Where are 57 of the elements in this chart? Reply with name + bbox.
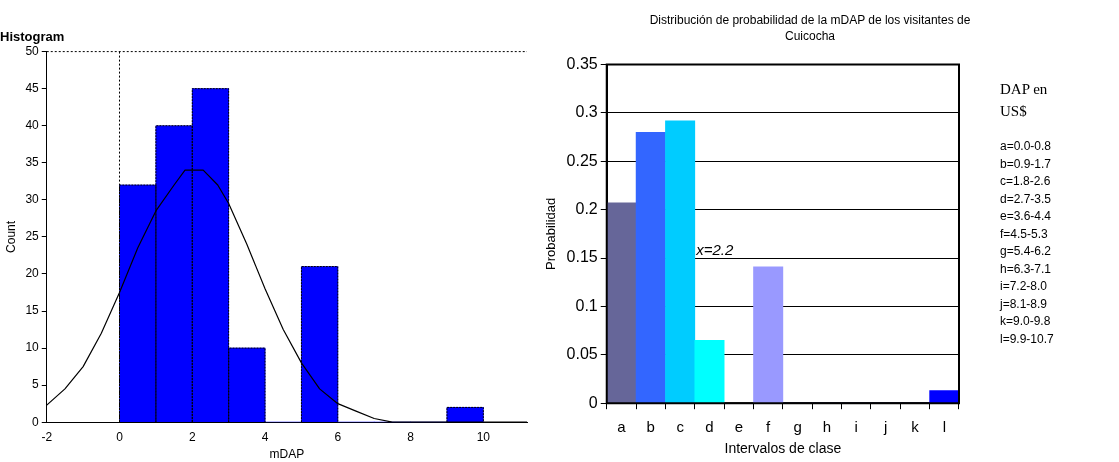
y-tick-label: 10: [25, 340, 40, 355]
y-tick-label: 20: [25, 266, 40, 281]
text: d=2.7-3.5: [1000, 190, 1053, 208]
x-tick-label: h: [822, 418, 832, 436]
x-tick-label: j: [882, 418, 888, 436]
text: k=9.0-9.8: [1000, 313, 1052, 330]
annotation: x=2.2: [695, 240, 734, 258]
x-tick-label: g: [793, 418, 802, 436]
x-tick-label: i: [854, 418, 858, 436]
y-tick-label: 50: [25, 43, 40, 58]
x-tick-label: 0: [116, 429, 124, 444]
text: e=3.6-4.4: [1000, 208, 1053, 225]
y-tick-label: 25: [25, 229, 40, 244]
x-tick-label: c: [676, 418, 685, 436]
text: DAP en US$: [1000, 80, 1049, 121]
text: g=5.4-6.2: [1000, 243, 1053, 260]
x-tick-label: 2: [188, 429, 196, 444]
x-tick-label: a: [617, 418, 627, 436]
text: i=7.2-8.0: [1000, 278, 1049, 295]
y-tick-label: 5: [32, 377, 40, 392]
y-axis-title: Count: [3, 220, 18, 253]
text: a=0.0-0.8: [1000, 138, 1053, 155]
y-axis-title: Probabilidad: [543, 197, 559, 271]
y-tick-label: 45: [25, 80, 40, 95]
text: b=0.9-1.7: [1000, 155, 1053, 173]
x-tick-label: l: [942, 418, 946, 436]
x-tick-label: f: [766, 418, 772, 436]
x-tick-label: 10: [476, 429, 491, 444]
x-tick-label: 8: [407, 429, 415, 444]
x-tick-label: d: [705, 418, 714, 436]
text: l=9.9-10.7: [1000, 330, 1055, 348]
text: c=1.8-2.6: [1000, 173, 1052, 190]
y-tick-label: 0.25: [566, 151, 598, 169]
y-tick-label: 0.15: [566, 248, 598, 266]
text: h=6.3-7.1: [1000, 260, 1053, 278]
y-tick-label: 0.2: [575, 200, 598, 218]
y-tick-label: 40: [25, 118, 40, 133]
x-tick-label: b: [646, 418, 655, 436]
text: f=4.5-5.3: [1000, 225, 1049, 243]
x-tick-label: k: [911, 418, 920, 436]
y-tick-label: 35: [25, 155, 40, 170]
y-tick-label: 15: [25, 303, 40, 318]
y-tick-label: 0: [588, 393, 598, 411]
y-tick-label: 30: [25, 192, 40, 207]
x-axis-title: mDAP: [269, 447, 305, 462]
y-tick-label: 0.05: [566, 345, 598, 363]
x-tick-label: e: [734, 418, 744, 436]
x-axis-title: Intervalos de clase: [724, 440, 842, 457]
text: j=8.1-8.9: [1000, 295, 1049, 313]
x-tick-label: 6: [334, 429, 342, 444]
y-tick-label: 0.35: [566, 55, 598, 73]
y-tick-label: 0.1: [575, 296, 598, 314]
x-tick-label: 4: [261, 429, 269, 444]
chart-title: Distribución de probabilidad de la mDAP de los visitantes de Cuicocha: [648, 12, 972, 44]
y-tick-label: 0.3: [575, 103, 598, 121]
x-tick-label: -2: [41, 429, 53, 444]
chart-title: Histogram: [0, 29, 65, 45]
